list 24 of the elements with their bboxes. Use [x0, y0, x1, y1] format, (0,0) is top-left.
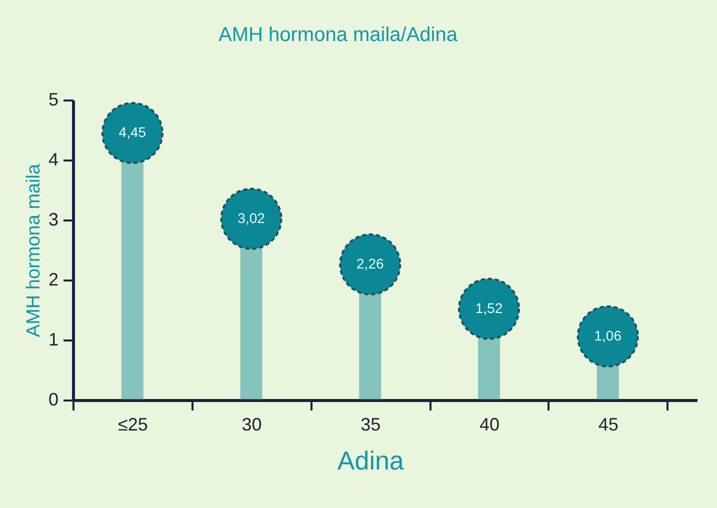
chart-title: AMH hormona maila/Adina: [218, 24, 458, 46]
data-label: 2,26: [356, 255, 384, 272]
x-axis-title: Adina: [337, 446, 404, 476]
point: [220, 188, 282, 250]
x-tick-label: ≤25: [118, 414, 148, 434]
point: [101, 102, 164, 164]
point: [458, 278, 520, 340]
y-tick-label: 2: [48, 270, 58, 290]
x-tick-label: 40: [479, 414, 500, 434]
data-label: 4,45: [118, 124, 146, 140]
y-tick-label: 5: [48, 90, 58, 110]
y-tick-label: 1: [48, 330, 58, 350]
y-tick-label: 3: [48, 210, 58, 230]
x-tick-label: 35: [360, 414, 381, 434]
point: [339, 233, 402, 296]
point: [576, 305, 639, 368]
y-tick-label: 0: [48, 390, 58, 410]
data-label: 1,52: [475, 300, 503, 316]
x-tick-label: 45: [598, 414, 618, 434]
y-tick-label: 4: [48, 150, 58, 170]
x-tick-label: 30: [242, 414, 262, 434]
y-axis-title: AMH hormona maila: [23, 163, 44, 338]
data-label: 3,02: [238, 210, 266, 226]
data-label: 1,06: [594, 327, 622, 344]
